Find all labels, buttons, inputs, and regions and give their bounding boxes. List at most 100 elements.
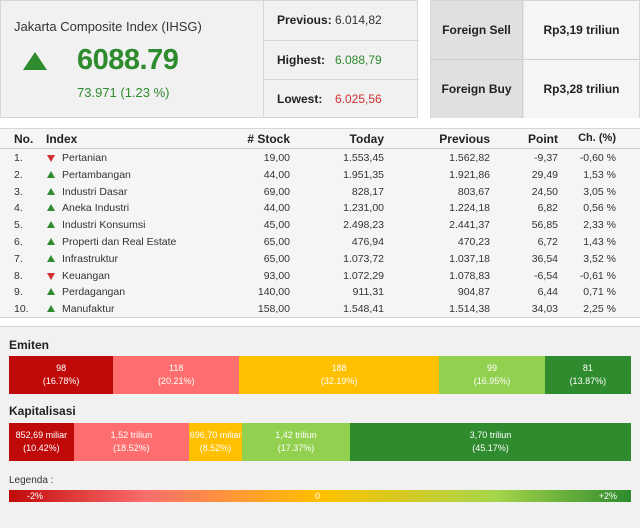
table-row: 2. Pertambangan 44,00 1.951,35 1.921,86 29,49… (0, 167, 640, 183)
row-stock: 65,00 (263, 236, 290, 248)
row-no: 5. (14, 219, 23, 232)
row-previous: 1.562,82 (449, 152, 490, 164)
legend-gradient: -2% 0 +2% (9, 490, 631, 502)
up-triangle-icon (47, 254, 55, 262)
kapitalisasi-bar: 852,69 miliar (10.42%) 1,52 triliun (18.52%… (9, 423, 631, 461)
segment-value: 852,69 miliar (15, 430, 68, 440)
ihsg-main: Jakarta Composite Index (IHSG) 6088.79 7… (1, 1, 263, 117)
row-point: 6,72 (537, 236, 558, 248)
table-row: 1. Pertanian 19,00 1.553,45 1.562,82 -9,37 -0,… (0, 150, 640, 166)
row-index-name: Industri Dasar (62, 185, 128, 198)
segment-value: 99 (486, 363, 497, 373)
header-index: Index (46, 132, 78, 146)
ihsg-panel: Jakarta Composite Index (IHSG) 6088.79 7… (0, 0, 419, 118)
header-today: Today (349, 132, 384, 146)
table-row: 7. Infrastruktur 65,00 1.073,72 1.037,18 36,5… (0, 251, 640, 267)
down-triangle-icon (47, 155, 55, 162)
row-change: 2,33 % (583, 219, 616, 232)
ihsg-stats: Previous: 6.014,82 Highest: 6.088,79 Low… (263, 1, 419, 117)
segment-percent: (45.17%) (472, 443, 509, 453)
row-today: 1.548,41 (343, 303, 384, 316)
row-point: 29,49 (531, 168, 558, 181)
row-point: 24,50 (531, 185, 558, 198)
row-index-name: Properti dan Real Estate (62, 236, 177, 248)
ihsg-change: 73.971 (1.23 %) (77, 85, 170, 100)
row-today: 2.498,23 (343, 219, 384, 232)
row-change: 0,56 % (583, 202, 616, 215)
row-stock: 19,00 (263, 152, 290, 164)
segment-percent: (8.52%) (199, 443, 232, 453)
segment-percent: (16.78%) (42, 376, 80, 386)
stat-highest-value: 6.088,79 (335, 53, 382, 67)
row-point: 6,82 (537, 202, 558, 215)
up-triangle-icon (47, 305, 55, 313)
legend-mid: 0 (315, 491, 321, 501)
legend-min: -2% (27, 491, 44, 501)
row-stock: 44,00 (263, 168, 290, 181)
row-today: 1.951,35 (343, 168, 384, 181)
row-today: 911,31 (352, 286, 384, 299)
row-index-name: Infrastruktur (62, 252, 119, 265)
row-stock: 69,00 (263, 185, 290, 198)
ihsg-title: Jakarta Composite Index (IHSG) (14, 19, 202, 34)
row-today: 1.231,00 (343, 202, 384, 215)
segment-percent: (20.21%) (157, 376, 195, 386)
kapitalisasi-segment: 696,70 miliar (8.52%) (188, 423, 242, 461)
row-previous: 803,67 (457, 185, 490, 198)
segment-value: 188 (331, 363, 347, 373)
row-change: 0,71 % (583, 286, 616, 299)
row-today: 476,94 (351, 236, 384, 248)
segment-percent: (10.42%) (23, 443, 60, 453)
row-change: 1,43 % (583, 236, 616, 248)
row-stock: 44,00 (263, 202, 290, 215)
row-no: 8. (14, 269, 23, 282)
row-no: 10. (14, 303, 29, 316)
sector-table: No. Index # Stock Today Previous Point C… (0, 128, 640, 318)
row-change: -0,60 % (579, 152, 616, 164)
kapitalisasi-title: Kapitalisasi (9, 404, 76, 418)
segment-percent: (18.52%) (113, 443, 150, 453)
row-point: -9,37 (534, 152, 558, 164)
row-today: 1.072,29 (343, 269, 384, 282)
header-no: No. (14, 132, 34, 146)
up-triangle-icon (47, 170, 55, 178)
table-row: 5. Industri Konsumsi 45,00 2.498,23 2.441,37… (0, 217, 640, 233)
segment-value: 696,70 miliar (189, 430, 242, 440)
row-change: 3,52 % (583, 252, 616, 265)
segment-percent: (17.37%) (277, 443, 315, 453)
segment-percent: (13.87%) (569, 376, 607, 386)
row-stock: 65,00 (263, 252, 290, 265)
row-change: -0,61 % (579, 269, 616, 282)
row-index-name: Manufaktur (62, 303, 115, 316)
segment-value: 118 (169, 363, 184, 373)
emiten-title: Emiten (9, 338, 50, 352)
row-stock: 93,00 (263, 269, 290, 282)
stat-lowest-value: 6.025,56 (335, 92, 382, 106)
row-index-name: Industri Konsumsi (62, 219, 146, 232)
row-previous: 1.921,86 (449, 168, 490, 181)
row-previous: 1.078,83 (449, 269, 490, 282)
row-point: 34,03 (531, 303, 558, 316)
row-stock: 158,00 (257, 303, 290, 316)
legend-max: +2% (598, 491, 617, 501)
table-row: 10. Manufaktur 158,00 1.548,41 1.514,38 34,03… (0, 301, 640, 317)
legend-label: Legenda : (9, 475, 54, 486)
stat-highest-label: Highest: (277, 53, 325, 67)
row-previous: 1.514,38 (449, 303, 490, 316)
row-no: 7. (14, 252, 23, 265)
row-stock: 140,00 (257, 286, 290, 299)
header-change: Ch. (%) (578, 132, 616, 144)
segment-value: 98 (56, 363, 67, 373)
stat-highest: Highest: 6.088,79 (264, 40, 419, 79)
row-previous: 904,87 (457, 286, 490, 299)
row-no: 1. (14, 152, 23, 164)
row-no: 9. (14, 286, 23, 299)
row-previous: 1.224,18 (449, 202, 490, 215)
row-no: 6. (14, 236, 23, 248)
row-change: 1,53 % (583, 168, 616, 181)
foreign-sell-value: Rp3,19 triliun (524, 1, 639, 59)
up-arrow-icon (23, 52, 47, 70)
row-point: 6,44 (537, 286, 558, 299)
foreign-buy-label: Foreign Buy (431, 60, 523, 118)
down-triangle-icon (47, 272, 55, 280)
